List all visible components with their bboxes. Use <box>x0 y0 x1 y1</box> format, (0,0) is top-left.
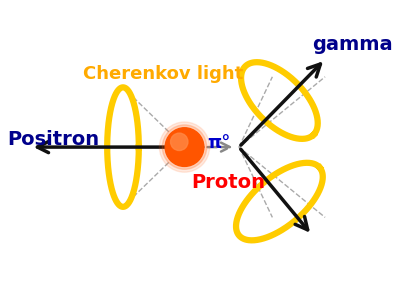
Circle shape <box>171 133 188 151</box>
Text: Positron: Positron <box>7 130 99 149</box>
Circle shape <box>165 128 204 166</box>
Circle shape <box>159 122 209 172</box>
Circle shape <box>162 125 207 169</box>
Text: Cherenkov light: Cherenkov light <box>84 65 244 83</box>
Text: gamma: gamma <box>312 35 392 54</box>
Text: Proton: Proton <box>192 173 266 192</box>
Text: π°: π° <box>208 134 231 152</box>
